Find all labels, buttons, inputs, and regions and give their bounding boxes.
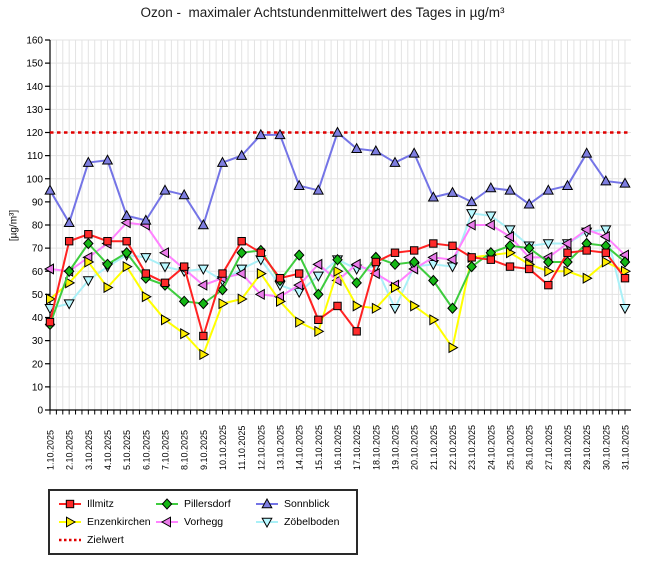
legend-item-sonnblick: Sonnblick — [255, 496, 348, 511]
x-tick-label: 25.10.2025 — [506, 425, 516, 470]
axes: 0 10 20 30 40 50 60 70 80 90 100 110 120 130 140 150 160… — [26, 36, 631, 470]
x-tick-label: 23.10.2025 — [467, 425, 477, 470]
x-tick-label: 7.10.2025 — [161, 430, 171, 470]
y-tick-label: 50 — [32, 290, 44, 301]
zielwert-dotted-line-icon — [58, 534, 82, 546]
y-tick-label: 80 — [32, 221, 44, 232]
x-tick-label: 26.10.2025 — [525, 425, 535, 470]
vorhegg-triangle-left-marker-icon — [155, 515, 179, 528]
y-tick-label: 30 — [32, 336, 44, 347]
y-tick-label: 40 — [32, 313, 44, 324]
y-tick-label: 0 — [37, 406, 43, 417]
x-tick-label: 4.10.2025 — [103, 430, 113, 470]
x-tick-label: 11.10.2025 — [237, 426, 247, 470]
y-tick-label: 150 — [26, 59, 43, 70]
sonnblick-triangle-up-marker-icon — [255, 497, 279, 510]
x-tick-label: 13.10.2025 — [276, 425, 286, 470]
legend-label-vorhegg: Vorhegg — [184, 515, 224, 528]
x-tick-label: 8.10.2025 — [180, 430, 190, 470]
y-tick-label: 110 — [27, 151, 43, 162]
series-sonnblick — [44, 126, 631, 230]
y-tick-label: 130 — [26, 105, 43, 116]
x-tick-label: 3.10.2025 — [84, 430, 94, 470]
x-tick-label: 21.10.2025 — [429, 425, 439, 470]
x-tick-label: 22.10.2025 — [448, 425, 458, 470]
y-tick-label: 90 — [32, 197, 44, 208]
x-tick-label: 6.10.2025 — [141, 430, 151, 470]
legend-item-enzenkirchen: Enzenkirchen — [58, 514, 155, 529]
legend-label-enzenkirchen: Enzenkirchen — [87, 515, 151, 528]
legend-item-zoebelboden: Zöbelboden — [255, 514, 348, 529]
legend-item-vorhegg: Vorhegg — [155, 514, 255, 529]
legend-item-zielwert: Zielwert — [58, 532, 155, 547]
y-tick-label: 10 — [32, 382, 44, 393]
legend: Illmitz Pillersdorf Sonnblick Enzenkirch… — [48, 489, 358, 555]
y-tick-label: 120 — [26, 128, 43, 139]
y-tick-label: 160 — [26, 36, 43, 47]
x-tick-label: 1.10.2025 — [46, 430, 56, 470]
y-tick-label: 20 — [32, 359, 44, 370]
legend-item-pillersdorf: Pillersdorf — [155, 496, 255, 511]
x-tick-label: 16.10.2025 — [333, 425, 343, 470]
x-tick-label: 14.10.2025 — [295, 425, 305, 470]
gridlines — [50, 39, 631, 410]
x-tick-label: 9.10.2025 — [199, 430, 209, 470]
y-tick-label: 100 — [26, 174, 43, 185]
legend-label-pillersdorf: Pillersdorf — [184, 497, 231, 510]
x-tick-label: 15.10.2025 — [314, 425, 324, 470]
zoebelboden-triangle-down-marker-icon — [255, 516, 279, 528]
x-tick-label: 24.10.2025 — [486, 425, 496, 470]
x-tick-label: 12.10.2025 — [256, 425, 266, 470]
x-tick-label: 5.10.2025 — [122, 430, 132, 470]
legend-label-zoebelboden: Zöbelboden — [284, 515, 340, 528]
x-tick-label: 31.10.2025 — [621, 425, 631, 470]
legend-item-illmitz: Illmitz — [58, 496, 155, 511]
series-pillersdorf — [44, 237, 631, 331]
x-tick-label: 27.10.2025 — [544, 425, 554, 470]
y-tick-label: 70 — [32, 244, 44, 255]
x-tick-label: 20.10.2025 — [410, 425, 420, 470]
pillersdorf-diamond-marker-icon — [155, 497, 179, 510]
x-tick-label: 19.10.2025 — [391, 425, 401, 470]
x-tick-label: 2.10.2025 — [65, 430, 75, 470]
x-tick-label: 30.10.2025 — [601, 425, 611, 470]
x-tick-label: 10.10.2025 — [218, 425, 228, 470]
x-tick-label: 17.10.2025 — [352, 425, 362, 470]
legend-label-illmitz: Illmitz — [87, 497, 114, 510]
x-tick-label: 28.10.2025 — [563, 425, 573, 470]
enzenkirchen-triangle-right-marker-icon — [58, 515, 82, 528]
legend-label-sonnblick: Sonnblick — [284, 497, 330, 510]
x-tick-label: 18.10.2025 — [371, 425, 381, 470]
y-tick-label: 140 — [26, 82, 43, 93]
chart-title: Ozon - maximaler Achtstundenmittelwert d… — [140, 5, 505, 20]
x-tick-label: 29.10.2025 — [582, 425, 592, 470]
illmitz-square-marker-icon — [58, 498, 82, 510]
y-tick-label: 60 — [32, 267, 44, 278]
legend-label-zielwert: Zielwert — [87, 533, 124, 546]
series-illmitz — [45, 230, 630, 341]
